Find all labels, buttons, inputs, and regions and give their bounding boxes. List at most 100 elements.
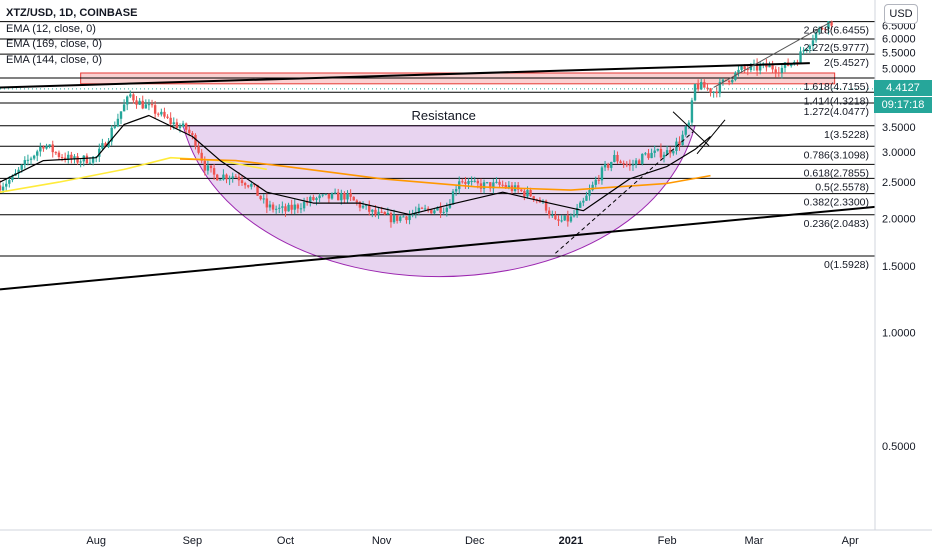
bar-countdown-tag: 09:17:18 bbox=[874, 96, 932, 113]
candle-body bbox=[588, 190, 591, 196]
candle-body bbox=[178, 126, 182, 129]
y-tick-label: 5.5000 bbox=[882, 48, 916, 60]
candle-body bbox=[579, 202, 582, 208]
indicator-ema169-label[interactable]: EMA (169, close, 0) bbox=[6, 38, 102, 50]
candle-body bbox=[783, 62, 787, 68]
candle-body bbox=[439, 207, 442, 213]
candle-body bbox=[659, 148, 663, 158]
candle-body bbox=[122, 104, 126, 112]
indicator-ema144-label[interactable]: EMA (144, close, 0) bbox=[6, 53, 102, 66]
y-tick-label: 1.5000 bbox=[882, 261, 916, 273]
candle-body bbox=[0, 185, 2, 191]
candle-body bbox=[200, 152, 203, 161]
candle-body bbox=[349, 193, 352, 197]
candle-body bbox=[132, 94, 135, 101]
candle-body bbox=[445, 207, 449, 212]
fib-level-label: 2(5.4527) bbox=[824, 57, 869, 69]
candle-body bbox=[340, 193, 343, 201]
candle-body bbox=[147, 104, 151, 106]
candle-body bbox=[76, 156, 79, 163]
candle-body bbox=[715, 91, 718, 94]
candle-body bbox=[110, 127, 113, 142]
symbol-title[interactable]: XTZ/USD, 1D, COINBASE bbox=[6, 7, 138, 19]
candle-body bbox=[706, 87, 709, 89]
candle-body bbox=[563, 215, 566, 221]
candle-body bbox=[821, 28, 824, 30]
candle-body bbox=[91, 156, 95, 163]
candle-body bbox=[63, 157, 67, 160]
candle-body bbox=[51, 144, 54, 153]
candle-body bbox=[690, 100, 694, 123]
candle-body bbox=[734, 72, 737, 80]
candle-body bbox=[485, 182, 489, 184]
candle-body bbox=[501, 184, 504, 186]
fib-level-label: 1.414(4.3218) bbox=[804, 95, 869, 107]
x-tick-label: Oct bbox=[277, 535, 294, 547]
candle-body bbox=[727, 80, 731, 83]
candle-body bbox=[129, 94, 132, 97]
candle-body bbox=[575, 207, 579, 215]
candle-body bbox=[548, 210, 551, 216]
candle-body bbox=[126, 96, 129, 105]
candle-body bbox=[740, 66, 743, 70]
candle-body bbox=[473, 180, 476, 182]
candle-body bbox=[802, 50, 805, 52]
candle-body bbox=[113, 126, 117, 128]
currency-button[interactable]: USD bbox=[884, 4, 918, 24]
candle-body bbox=[206, 165, 210, 171]
x-tick-label: Apr bbox=[842, 535, 859, 547]
candle-body bbox=[157, 113, 160, 115]
candle-body bbox=[228, 178, 231, 180]
breakout-mark bbox=[696, 119, 726, 155]
candle-body bbox=[250, 183, 253, 187]
candle-body bbox=[426, 208, 430, 210]
candle-body bbox=[85, 155, 89, 164]
y-tick-label: 6.0000 bbox=[882, 33, 916, 45]
candle-body bbox=[712, 91, 715, 93]
candle-body bbox=[625, 164, 628, 166]
candle-body bbox=[259, 195, 262, 200]
candle-body bbox=[247, 185, 250, 187]
candle-body bbox=[374, 209, 377, 215]
candle-body bbox=[634, 160, 638, 165]
candle-body bbox=[327, 193, 331, 199]
candle-body bbox=[665, 150, 669, 155]
candle-body bbox=[215, 174, 219, 181]
candle-body bbox=[290, 204, 293, 210]
candle-body bbox=[361, 205, 365, 208]
y-tick-label: 3.0000 bbox=[882, 147, 916, 159]
fib-level-label: 0.5(2.5578) bbox=[815, 181, 869, 193]
candle-body bbox=[461, 181, 464, 183]
candle-body bbox=[489, 182, 492, 189]
candle-body bbox=[88, 162, 92, 164]
candle-body bbox=[585, 195, 588, 201]
candle-body bbox=[153, 105, 157, 114]
candle-body bbox=[467, 181, 470, 184]
fib-level-label: 1.618(4.7155) bbox=[804, 81, 869, 93]
candle-body bbox=[811, 40, 815, 46]
candle-body bbox=[464, 181, 467, 184]
candle-body bbox=[377, 211, 380, 215]
candle-body bbox=[700, 82, 703, 90]
candle-body bbox=[389, 212, 393, 223]
candle-body bbox=[582, 200, 585, 203]
candle-body bbox=[23, 160, 27, 165]
candle-body bbox=[237, 176, 241, 181]
candle-body bbox=[603, 164, 607, 168]
candle-body bbox=[1, 186, 5, 191]
indicator-ema12-label[interactable]: EMA (12, close, 0) bbox=[6, 22, 96, 35]
breakout-path bbox=[555, 131, 694, 254]
candle-body bbox=[743, 66, 746, 70]
current-price-tag: 4.4127 bbox=[874, 79, 932, 96]
y-tick-label: 2.5000 bbox=[882, 177, 916, 189]
candle-body bbox=[194, 134, 197, 147]
candle-body bbox=[619, 161, 622, 164]
candle-body bbox=[160, 111, 163, 115]
candle-body bbox=[721, 79, 725, 82]
candle-body bbox=[560, 220, 563, 222]
candle-body bbox=[644, 153, 647, 155]
candle-body bbox=[265, 198, 269, 208]
candle-body bbox=[172, 122, 175, 125]
candle-body bbox=[616, 154, 619, 162]
